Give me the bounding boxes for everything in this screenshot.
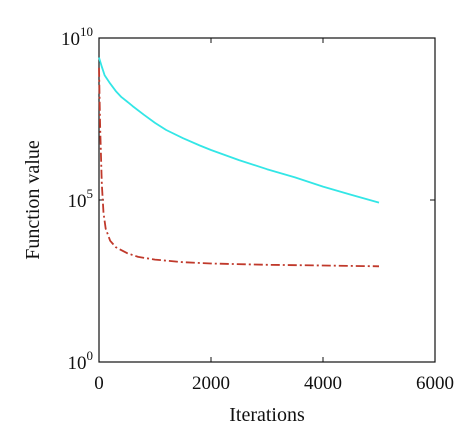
x-tick-label: 4000 bbox=[304, 373, 342, 394]
x-tick-label: 2000 bbox=[192, 373, 230, 394]
y-tick-label: 105 bbox=[68, 186, 94, 212]
plot-frame bbox=[98, 37, 436, 363]
x-tick-label: 0 bbox=[94, 373, 104, 394]
x-tick-label: 6000 bbox=[416, 373, 454, 394]
axis-ticks bbox=[98, 37, 436, 363]
series-layer bbox=[98, 57, 380, 268]
x-tick-labels: 0 2000 4000 6000 bbox=[94, 373, 454, 394]
x-axis-label: Iterations bbox=[229, 404, 305, 426]
y-tick-label: 1010 bbox=[61, 24, 93, 50]
series-line-2 bbox=[98, 67, 380, 268]
y-tick-labels: 100 105 1010 bbox=[61, 24, 93, 374]
series-line-1 bbox=[98, 57, 380, 204]
y-tick-label: 100 bbox=[68, 348, 94, 374]
y-axis-label: Function value bbox=[22, 140, 44, 260]
